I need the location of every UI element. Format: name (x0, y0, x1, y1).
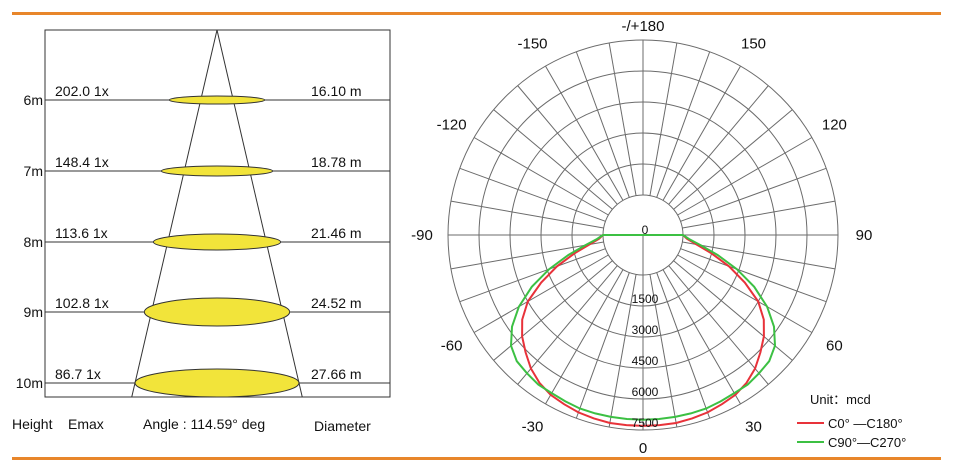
beam-emax-value: 202.0 1x (55, 83, 109, 99)
beam-emax-value: 86.7 1x (55, 366, 101, 382)
angle-label: Angle : 114.59° deg (143, 416, 265, 432)
beam-height-label: 7m (24, 163, 43, 179)
grid-spoke (682, 241, 836, 270)
beam-rows: 6m 202.0 1x 16.10 m 7m 148.4 1x 18.78 m 8m 113.… (16, 83, 390, 398)
legend-label-c90: C90°—C270° (828, 435, 906, 450)
series-c0-c180-curve (521, 234, 765, 427)
angle-label: 0 (639, 440, 647, 457)
grid-spoke (575, 51, 630, 198)
beam-diameter-value: 21.46 m (311, 225, 362, 241)
height-header: Height (12, 416, 53, 432)
angle-label: -30 (522, 418, 544, 435)
radial-tick-label: 7500 (632, 416, 659, 430)
beam-diameter-value: 24.52 m (311, 295, 362, 311)
angle-label: 30 (745, 418, 762, 435)
radial-tick-label: 1500 (632, 292, 659, 306)
beam-height-label: 6m (24, 92, 43, 108)
polar-labels: 0 1500 3000 4500 6000 7500 -/+180 150 120 90 60 30 0… (411, 18, 872, 457)
radial-tick-label: 6000 (632, 385, 659, 399)
grid-spoke (662, 269, 741, 405)
grid-spoke (677, 254, 813, 333)
angle-label: 120 (822, 117, 847, 134)
beam-spot (152, 233, 282, 251)
grid-spoke (682, 200, 836, 229)
grid-spoke (473, 137, 609, 216)
angle-label: 60 (826, 338, 843, 355)
grid-spoke (656, 272, 711, 419)
radial-tick-label: 3000 (632, 323, 659, 337)
grid-spoke (450, 200, 604, 229)
angle-label: -120 (437, 117, 467, 134)
grid-spoke (662, 65, 741, 201)
series-c90-c270-curve (509, 234, 777, 421)
cone-right-edge (216, 29, 303, 398)
emax-header: Emax (68, 416, 104, 432)
angle-label: 90 (856, 227, 873, 244)
beam-height-label: 10m (16, 375, 43, 391)
radial-tick-label: 0 (642, 223, 649, 237)
grid-spoke (673, 260, 793, 361)
beam-emax-value: 113.6 1x (55, 225, 108, 241)
grid-spoke (680, 167, 827, 222)
angle-label: -60 (441, 338, 463, 355)
polar-grid (447, 39, 839, 431)
beam-spot (143, 297, 291, 327)
cone-left-edge (131, 29, 218, 398)
beam-height-label: 9m (24, 304, 43, 320)
legend: C0° —C180° C90°—C270° (797, 416, 906, 450)
grid-spoke (575, 272, 630, 419)
legend-label-c0: C0° —C180° (828, 416, 903, 431)
polar-series (509, 234, 777, 427)
grid-spoke (517, 85, 618, 205)
grid-spoke (608, 42, 637, 196)
grid-spoke (608, 274, 637, 428)
grid-spoke (649, 274, 678, 428)
grid-spoke (668, 265, 769, 385)
beam-diameter-value: 27.66 m (311, 366, 362, 382)
grid-spoke (517, 265, 618, 385)
diameter-header: Diameter (314, 418, 371, 434)
grid-spoke (677, 137, 813, 216)
beam-spot (168, 95, 266, 105)
grid-spoke (459, 248, 606, 303)
grid-spoke (459, 167, 606, 222)
grid-spoke (656, 51, 711, 198)
beam-diagram: 6m 202.0 1x 16.10 m 7m 148.4 1x 18.78 m 8m 113.… (12, 29, 391, 434)
beam-spot (134, 368, 300, 398)
angle-label: 150 (741, 36, 766, 53)
grid-spoke (649, 42, 678, 196)
grid-spoke (473, 254, 609, 333)
beam-diameter-value: 18.78 m (311, 154, 362, 170)
grid-spoke (545, 269, 624, 405)
beam-emax-value: 102.8 1x (55, 295, 109, 311)
angle-label: -90 (411, 227, 433, 244)
beam-emax-value: 148.4 1x (55, 154, 109, 170)
grid-spoke (545, 65, 624, 201)
unit-label: Unit：mcd (810, 392, 871, 407)
grid-spoke (673, 109, 793, 210)
beam-spot (160, 165, 274, 177)
top-rule (12, 12, 941, 15)
beam-cone (131, 29, 303, 398)
grid-spoke (450, 241, 604, 270)
grid-spoke (493, 260, 613, 361)
beam-diameter-value: 16.10 m (311, 83, 362, 99)
radial-tick-label: 4500 (632, 354, 659, 368)
grid-spoke (668, 85, 769, 205)
grid-spoke (493, 109, 613, 210)
beam-height-label: 8m (24, 234, 43, 250)
angle-label: -/+180 (622, 18, 665, 35)
angle-label: -150 (517, 36, 547, 53)
grid-spoke (680, 248, 827, 303)
bottom-rule (12, 457, 941, 460)
